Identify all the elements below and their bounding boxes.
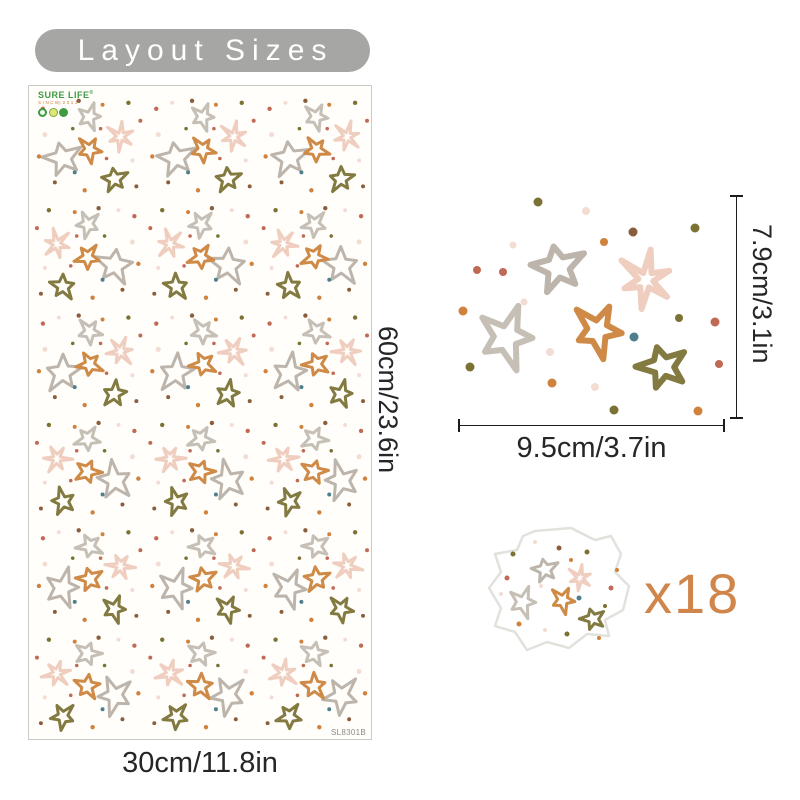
brand-logo: SURE LIFE® SINCE 2013 <box>38 91 94 117</box>
sheet-star-pattern <box>34 98 370 732</box>
cert-badge-icon <box>59 107 68 117</box>
sheet-height-label: 60cm/23.6in <box>373 326 403 474</box>
page-title: Layout Sizes <box>35 29 370 72</box>
cert-badge-icon <box>48 107 58 117</box>
detail-height-label: 7.9cm/3.1in <box>747 224 777 364</box>
detail-height-measure-line <box>730 195 743 419</box>
cert-badges <box>38 107 94 117</box>
sticker-sheet: SURE LIFE® SINCE 2013 SL8301B <box>28 85 372 740</box>
sheet-width-label: 30cm/11.8in <box>122 747 278 779</box>
registered-mark-icon: ® <box>89 90 94 96</box>
detail-star-cluster <box>458 197 723 416</box>
sheet-sku: SL8301B <box>330 728 366 737</box>
cert-badge-icon <box>38 107 47 117</box>
sticker-count-label: x18 <box>644 562 741 625</box>
detail-width-measure-line <box>458 419 725 432</box>
detail-width-label: 9.5cm/3.7in <box>516 432 667 464</box>
brand-since: SINCE 2013 <box>38 100 80 105</box>
die-cut-sticker <box>487 526 631 652</box>
brand-name: SURE LIFE® <box>38 90 94 100</box>
